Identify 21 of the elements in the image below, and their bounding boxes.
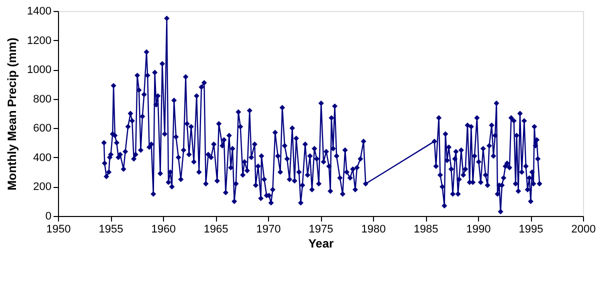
y-tick-label: 1400 — [27, 6, 52, 18]
y-tick-label: 1200 — [27, 34, 52, 47]
x-tick-label: 1960 — [151, 224, 176, 236]
x-tick-label: 1985 — [414, 224, 438, 236]
y-tick-label: 200 — [33, 181, 52, 194]
x-axis-title: Year — [308, 236, 334, 250]
x-tick-label: 1980 — [361, 224, 386, 236]
y-tick-label: 800 — [33, 93, 52, 106]
x-tick-label: 2000 — [571, 224, 596, 236]
y-tick-label: 1000 — [27, 64, 52, 76]
x-tick-label: 1990 — [466, 224, 491, 236]
x-tick-label: 1995 — [518, 224, 544, 236]
x-tick-label: 1965 — [204, 224, 228, 236]
x-tick-label: 1975 — [308, 224, 334, 236]
x-tick-label: 1955 — [98, 224, 124, 236]
y-tick-label: 600 — [33, 122, 52, 135]
x-tick-label: 1950 — [46, 224, 71, 236]
y-tick-label: 400 — [33, 152, 52, 164]
y-axis-title: Monthly Mean Precip (mm) — [5, 38, 20, 190]
x-tick-label: 1970 — [256, 224, 281, 236]
y-tick-label: 0 — [45, 210, 52, 222]
